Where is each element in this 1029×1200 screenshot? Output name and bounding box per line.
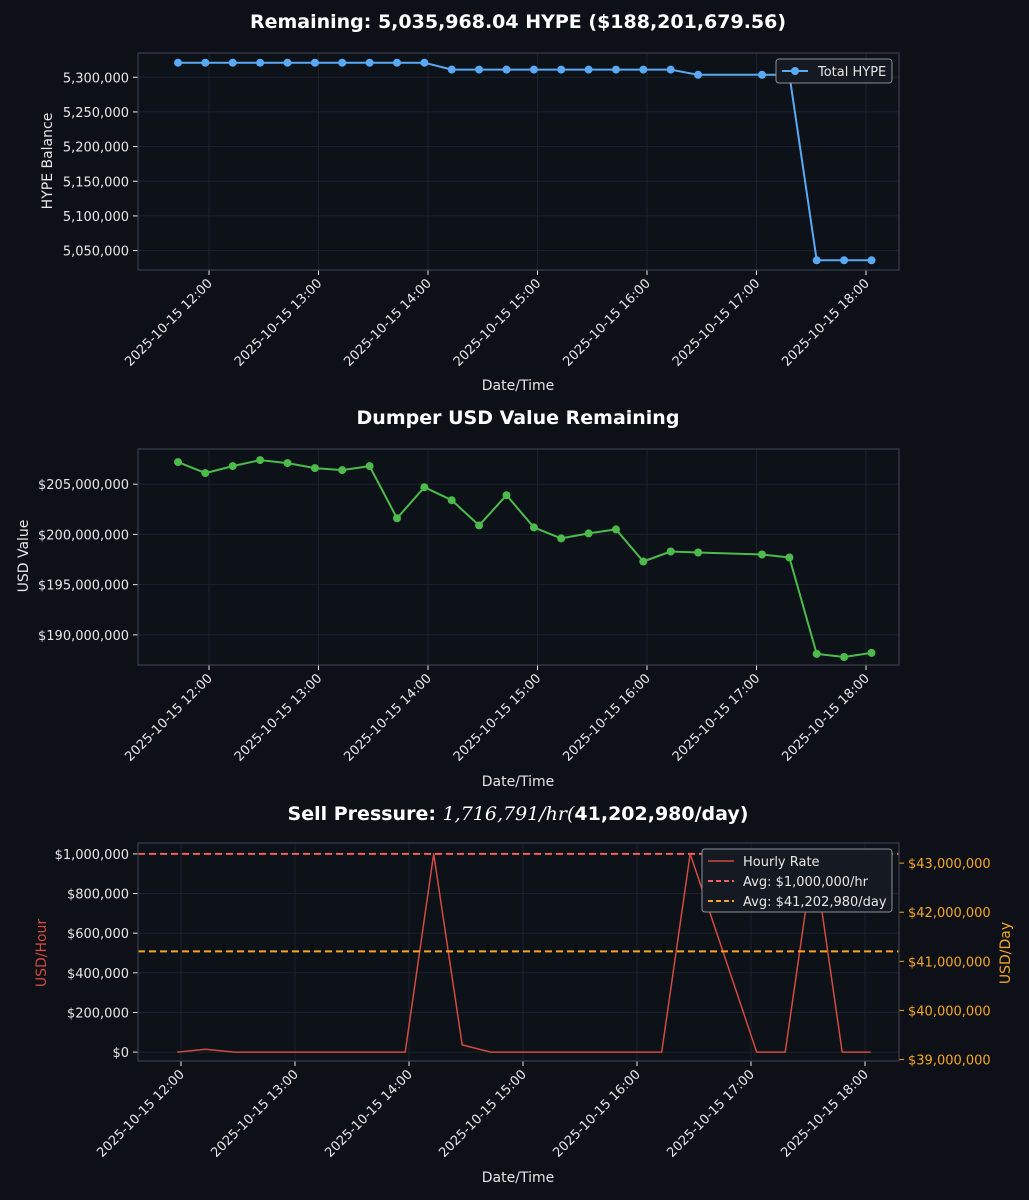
data-point — [393, 58, 401, 67]
title-part-bold-1: Sell Pressure: — [288, 803, 443, 825]
x-axis-label: Date/Time — [482, 378, 554, 394]
data-point — [557, 534, 566, 543]
legend-label: Avg: $41,202,980/day — [743, 895, 887, 910]
y-right-tick-label: $39,000,000 — [908, 1054, 991, 1069]
chart-title: Dumper USD Value Remaining — [357, 407, 680, 429]
y-tick-label: $190,000,000 — [38, 629, 129, 644]
chart-title: Sell Pressure: 1,716,791/hr(41,202,980/d… — [288, 803, 749, 825]
data-point — [420, 483, 429, 492]
data-point — [228, 58, 237, 67]
y-tick-label: 5,200,000 — [63, 141, 129, 156]
data-point — [584, 529, 593, 538]
data-point — [529, 523, 538, 532]
y-tick-label: $200,000,000 — [38, 528, 129, 543]
plot-frame — [137, 448, 900, 666]
data-point — [201, 58, 210, 67]
x-axis-label: Date/Time — [482, 774, 554, 790]
plot-frame — [137, 52, 900, 271]
data-point — [338, 466, 347, 475]
data-point — [228, 462, 237, 471]
data-point — [256, 58, 265, 67]
data-point — [840, 653, 849, 661]
legend-label: Hourly Rate — [743, 855, 820, 870]
y-tick-label: $200,000 — [67, 1006, 129, 1021]
data-point — [365, 462, 374, 471]
y-right-tick-label: $41,000,000 — [908, 955, 991, 970]
data-point — [529, 65, 538, 74]
data-point — [310, 464, 319, 473]
chart-title: Remaining: 5,035,968.04 HYPE ($188,201,6… — [250, 11, 786, 33]
data-point — [812, 256, 821, 265]
data-point — [174, 458, 182, 467]
data-point — [475, 65, 484, 74]
legend-label: Total HYPE — [817, 65, 886, 80]
data-point — [666, 547, 675, 556]
y-tick-label: $0 — [112, 1046, 129, 1061]
data-point — [666, 65, 675, 74]
data-point — [283, 58, 292, 67]
legend: Total HYPE — [775, 58, 893, 84]
legend: Hourly Rate Avg: $1,000,000/hr Avg: $41,20… — [701, 848, 893, 913]
data-point — [758, 550, 766, 559]
plot-area — [138, 53, 899, 270]
y-axis-label: HYPE Balance — [40, 113, 56, 210]
series-line — [177, 853, 871, 1053]
y-tick-label: $205,000,000 — [38, 478, 129, 493]
title-part-math: 1,716,791/hr( — [443, 803, 575, 825]
data-point — [612, 525, 620, 534]
data-point — [694, 548, 703, 557]
data-point — [785, 553, 794, 562]
legend-marker — [791, 67, 799, 75]
data-point — [283, 459, 292, 468]
y-tick-label: 5,300,000 — [63, 71, 129, 86]
data-point — [310, 58, 319, 67]
title-part-bold-2: 41,202,980/day) — [574, 803, 748, 825]
data-point — [867, 648, 876, 657]
y-tick-label: 5,150,000 — [63, 175, 129, 190]
data-point — [840, 256, 849, 265]
data-point — [639, 65, 648, 74]
data-point — [694, 70, 703, 79]
data-point — [174, 58, 182, 67]
y-tick-label: 5,100,000 — [63, 210, 129, 225]
data-point — [256, 456, 265, 465]
y-tick-label: $800,000 — [67, 888, 129, 903]
data-point — [584, 65, 593, 74]
data-point — [365, 58, 374, 67]
y-axis-label-left: USD/Hour — [34, 919, 50, 988]
data-point — [338, 58, 347, 67]
data-point — [420, 58, 429, 67]
data-point — [867, 256, 876, 265]
data-point — [557, 65, 566, 74]
data-point — [447, 496, 456, 505]
data-point — [502, 491, 511, 500]
y-right-tick-label: $40,000,000 — [908, 1004, 991, 1019]
plot-frame — [137, 842, 900, 1062]
data-point — [447, 65, 456, 74]
x-axis-label: Date/Time — [482, 1170, 554, 1186]
data-point — [639, 557, 648, 566]
y-tick-label: 5,250,000 — [63, 106, 129, 121]
legend-box — [701, 848, 893, 913]
data-point — [812, 649, 821, 658]
y-tick-label: $400,000 — [67, 967, 129, 982]
data-point — [758, 70, 766, 79]
y-tick-label: $195,000,000 — [38, 579, 129, 594]
y-tick-label: 5,050,000 — [63, 245, 129, 260]
data-point — [393, 514, 401, 523]
y-axis-label: USD Value — [16, 520, 32, 593]
y-right-tick-label: $43,000,000 — [908, 857, 991, 872]
legend-label: Avg: $1,000,000/hr — [743, 875, 869, 890]
y-right-tick-label: $42,000,000 — [908, 906, 991, 921]
plot-area — [138, 449, 899, 665]
data-point — [475, 521, 484, 530]
data-point — [612, 65, 620, 74]
legend-box — [775, 58, 893, 84]
y-axis-label-right: USD/Day — [998, 922, 1014, 984]
data-point — [201, 469, 210, 478]
y-tick-label: $600,000 — [67, 927, 129, 942]
y-tick-label: $1,000,000 — [55, 848, 129, 863]
data-point — [502, 65, 511, 74]
